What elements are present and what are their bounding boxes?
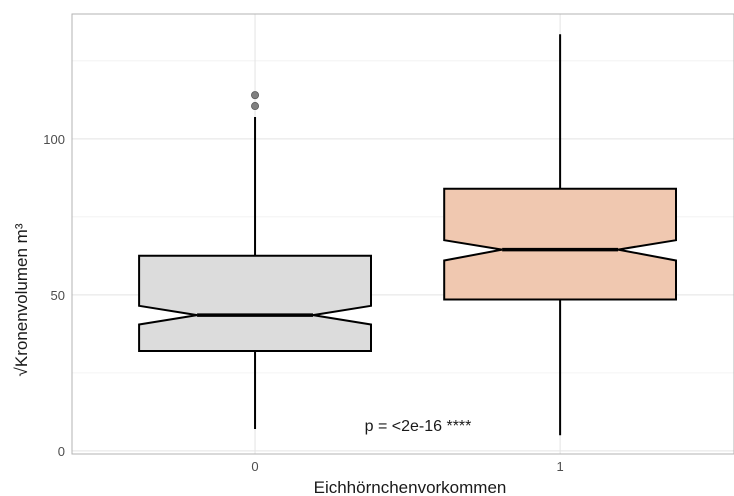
outlier-point (251, 91, 260, 100)
box-1 (443, 34, 677, 436)
plot-panel-border (71, 13, 734, 455)
box-0 (138, 91, 372, 430)
x-tick-label: 0 (251, 459, 258, 474)
boxes (138, 34, 677, 436)
y-tick-label: 0 (58, 444, 65, 459)
y-tick-labels: 0 50 100 (43, 132, 65, 459)
p-value-annotation: p = <2e-16 **** (365, 418, 472, 435)
y-axis-title: √Kronenvolumen m³ (12, 223, 31, 376)
y-tick-label: 100 (43, 132, 65, 147)
x-tick-label: 1 (556, 459, 563, 474)
notched-box (138, 254, 372, 352)
y-tick-label: 50 (51, 288, 65, 303)
outlier-point (251, 102, 260, 111)
x-axis-title: Eichhörnchenvorkommen (314, 478, 507, 496)
notched-box (443, 187, 677, 301)
